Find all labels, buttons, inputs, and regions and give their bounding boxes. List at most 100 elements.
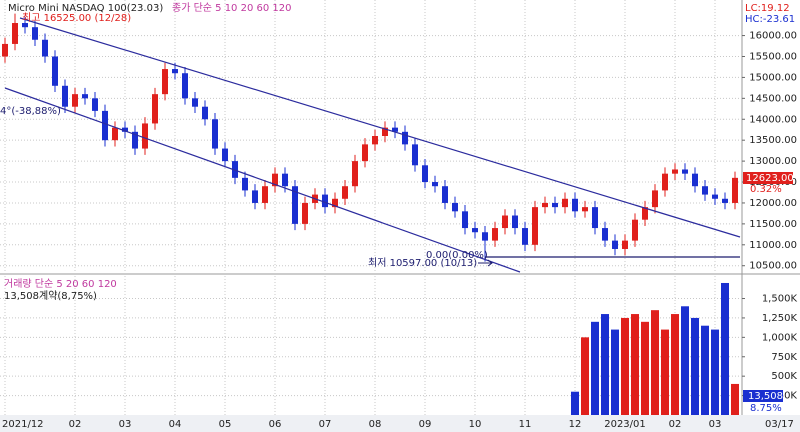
y-tick-label: 750K — [771, 352, 797, 363]
volume-bar — [591, 321, 599, 415]
candle-body — [632, 219, 638, 241]
y-tick-label: 12000.00 — [749, 198, 797, 209]
volume-bar — [661, 329, 669, 415]
y-tick-label: 250K — [771, 391, 797, 402]
candle-body — [712, 194, 718, 199]
y-tick-label: 16000.00 — [749, 31, 797, 42]
candle-body — [452, 202, 458, 212]
candle-body — [152, 94, 158, 124]
candle-body — [402, 131, 408, 145]
volume-bar — [611, 329, 619, 415]
x-tick-label: 09 — [419, 419, 432, 430]
candle-body — [282, 173, 288, 187]
change-label: 0.32% — [750, 184, 782, 195]
y-tick-label: 1,000K — [762, 332, 798, 343]
candle-body — [272, 173, 278, 187]
indicator-legend: 종가 단순 5 10 20 60 120 — [172, 2, 292, 14]
volume-bar — [671, 314, 679, 415]
candle-body — [492, 228, 498, 241]
candle-body — [62, 85, 68, 107]
candle-body — [722, 198, 728, 203]
lower-trendline — [4, 87, 521, 273]
y-tick-label: 500K — [771, 371, 797, 382]
candle-body — [522, 228, 528, 245]
x-tick-label: 02 — [669, 419, 682, 430]
candle-body — [382, 127, 388, 136]
volume-bar — [731, 383, 739, 415]
candle-body — [482, 232, 488, 241]
candle-body — [82, 94, 88, 99]
y-tick-label: 15500.00 — [749, 51, 797, 62]
candle-body — [422, 165, 428, 183]
candle-body — [142, 123, 148, 149]
candle-body — [412, 144, 418, 166]
candle-body — [322, 194, 328, 208]
candle-body — [602, 228, 608, 241]
volume-bar — [701, 325, 709, 415]
volume-bar — [681, 306, 689, 415]
hc-label: HC:-23.61 — [745, 14, 795, 25]
volume-bar — [691, 317, 699, 415]
candle-body — [292, 186, 298, 224]
candle-body — [172, 69, 178, 74]
x-tick-label: 12 — [569, 419, 582, 430]
candle-body — [232, 161, 238, 178]
x-tick-label: 03 — [709, 419, 722, 430]
y-tick-label: 13000.00 — [749, 156, 797, 167]
candle-body — [372, 136, 378, 145]
candle-body — [562, 198, 568, 208]
candle-body — [42, 39, 48, 57]
candle-body — [472, 228, 478, 233]
volume-bar — [721, 282, 729, 415]
x-tick-label: 04 — [169, 419, 182, 430]
candle-body — [502, 215, 508, 229]
low-annotation: 최저 10597.00 (10/13) — [368, 257, 477, 269]
y-tick-label: 15000.00 — [749, 72, 797, 83]
volume-subtitle: 13,508계약(8,75%) — [4, 290, 97, 302]
candle-body — [552, 202, 558, 208]
zero-annotation: 0.00(0.00%) — [426, 250, 488, 261]
candle-body — [32, 27, 38, 40]
candle-body — [132, 131, 138, 149]
x-tick-label: 2021/12 — [2, 419, 44, 430]
candle-body — [12, 23, 18, 44]
y-tick-label: 13500.00 — [749, 135, 797, 146]
volume-bar — [641, 321, 649, 415]
candle-body — [532, 207, 538, 245]
last-price-label: 12623.00 — [746, 173, 794, 184]
low-arrow — [478, 259, 493, 267]
last-price-box — [743, 172, 793, 184]
y-tick-label: 11500.00 — [749, 219, 797, 230]
x-tick-label: 02 — [69, 419, 82, 430]
candle-body — [302, 202, 308, 224]
y-tick-label: 1,500K — [762, 294, 798, 305]
x-axis-band — [0, 415, 800, 432]
x-tick-label: 08 — [369, 419, 382, 430]
candle-body — [572, 198, 578, 212]
volume-bar — [631, 314, 639, 415]
last-volume-box — [743, 390, 783, 402]
candle-body — [92, 98, 98, 111]
x-end-label: 03/17 — [765, 419, 794, 430]
candle-body — [162, 69, 168, 95]
volume-bar — [571, 391, 579, 415]
x-tick-label: 06 — [269, 419, 282, 430]
candle-body — [122, 127, 128, 132]
candle-body — [702, 186, 708, 195]
x-tick-label: 03 — [119, 419, 132, 430]
candle-body — [52, 56, 58, 86]
candle-body — [22, 23, 28, 28]
y-tick-label: 1,250K — [762, 313, 798, 324]
y-tick-label: 10500.00 — [749, 261, 797, 272]
candle-body — [252, 190, 258, 203]
upper-trendline — [19, 17, 741, 238]
candle-body — [582, 207, 588, 212]
high-annotation: 최고 16525.00 (12/28) — [22, 12, 131, 24]
candle-body — [642, 207, 648, 220]
candle-body — [732, 177, 738, 203]
volume-bar — [621, 317, 629, 415]
candle-body — [212, 119, 218, 149]
candle-body — [672, 169, 678, 174]
x-tick-label: 2023/01 — [604, 419, 646, 430]
candle-body — [102, 110, 108, 141]
